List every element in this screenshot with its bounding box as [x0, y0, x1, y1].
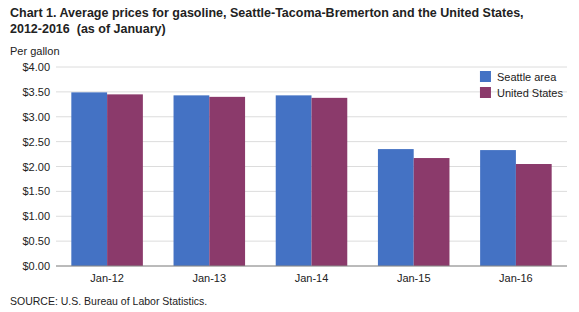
legend-swatch: [480, 71, 491, 82]
bar: [414, 158, 450, 266]
title-line: 2012-2016 (as of January): [10, 22, 166, 36]
legend: Seattle area United States: [480, 71, 564, 99]
legend-label: United States: [497, 87, 564, 99]
y-tick-label: $2.50: [22, 136, 50, 148]
bar: [174, 95, 210, 266]
y-tick-label: $1.00: [22, 210, 50, 222]
x-axis: Jan-12 Jan-13 Jan-14 Jan-15 Jan-16: [90, 272, 532, 284]
grid-line: [56, 266, 567, 267]
x-tick-label: Jan-16: [499, 272, 533, 284]
bar: [107, 94, 143, 266]
source: SOURCE: U.S. Bureau of Labor Statistics.: [10, 295, 207, 307]
x-tick-label: Jan-14: [295, 272, 329, 284]
y-tick-label: $1.50: [22, 185, 50, 197]
y-tick-label: $3.50: [22, 86, 50, 98]
x-tick-label: Jan-13: [192, 272, 226, 284]
x-tick-label: Jan-15: [397, 272, 431, 284]
title-line: Chart 1. Average prices for gasoline, Se…: [10, 6, 524, 20]
title: Chart 1. Average prices for gasoline, Se…: [10, 6, 524, 36]
legend-label: Seattle area: [497, 71, 557, 83]
bar: [276, 95, 312, 266]
y-axis: $0.00 $0.50 $1.00 $1.50 $2.00 $2.50 $3.00 $3.50…: [22, 61, 50, 272]
x-axis-line: [56, 266, 567, 267]
bar: [312, 98, 348, 266]
bar: [516, 164, 552, 266]
y-tick-label: $0.50: [22, 235, 50, 247]
bar: [480, 150, 516, 266]
chart: Chart 1. Average prices for gasoline, Se…: [0, 0, 579, 312]
page: {"chart_data": {"type": "bar", "title": …: [0, 0, 579, 312]
y-tick-label: $0.00: [22, 260, 50, 272]
y-axis-label: Per gallon: [10, 45, 60, 57]
y-tick-label: $4.00: [22, 61, 50, 73]
bar: [71, 92, 107, 266]
legend-swatch: [480, 87, 491, 98]
bar: [378, 149, 414, 266]
bars: [71, 92, 551, 266]
y-tick-label: $3.00: [22, 111, 50, 123]
x-tick-label: Jan-12: [90, 272, 124, 284]
y-tick-label: $2.00: [22, 161, 50, 173]
bar: [209, 97, 245, 266]
grid-line: [56, 67, 567, 68]
grid: [56, 67, 567, 266]
